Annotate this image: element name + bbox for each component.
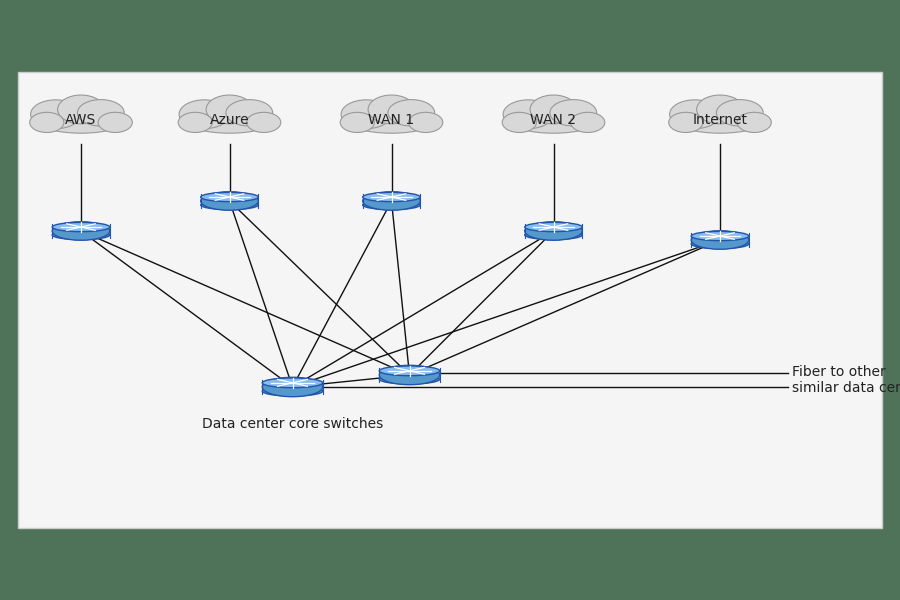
Ellipse shape [737,112,771,133]
Ellipse shape [502,112,536,133]
Ellipse shape [226,100,273,126]
Ellipse shape [691,232,749,241]
Ellipse shape [52,222,110,240]
Ellipse shape [340,112,374,133]
Ellipse shape [525,222,582,240]
Text: Internet: Internet [692,113,748,127]
Ellipse shape [530,95,577,124]
Ellipse shape [379,374,440,384]
Ellipse shape [379,365,440,385]
Ellipse shape [550,100,597,126]
Ellipse shape [262,386,323,396]
Ellipse shape [179,100,230,128]
Ellipse shape [368,95,415,124]
Ellipse shape [508,107,598,133]
Ellipse shape [52,230,110,239]
Ellipse shape [697,95,743,124]
Ellipse shape [503,100,554,128]
Ellipse shape [346,107,436,133]
Ellipse shape [669,112,703,133]
Text: Azure: Azure [210,113,249,127]
FancyBboxPatch shape [18,72,882,528]
Ellipse shape [30,112,64,133]
Ellipse shape [77,100,124,126]
Ellipse shape [363,193,420,202]
Ellipse shape [206,95,253,124]
Ellipse shape [691,231,749,249]
Ellipse shape [52,223,110,232]
Ellipse shape [201,193,258,202]
Ellipse shape [716,100,763,126]
Ellipse shape [670,100,720,128]
Ellipse shape [409,112,443,133]
Ellipse shape [571,112,605,133]
Ellipse shape [184,107,274,133]
Ellipse shape [36,107,126,133]
Ellipse shape [58,95,104,124]
Ellipse shape [691,239,749,248]
Ellipse shape [247,112,281,133]
Ellipse shape [341,100,392,128]
Ellipse shape [31,100,81,128]
Ellipse shape [201,200,258,209]
Ellipse shape [379,366,440,376]
Ellipse shape [262,377,323,397]
Ellipse shape [363,200,420,209]
Text: AWS: AWS [66,113,96,127]
Text: Fiber to other
similar data center: Fiber to other similar data center [792,365,900,395]
Ellipse shape [525,230,582,239]
Text: WAN 1: WAN 1 [368,113,415,127]
Ellipse shape [98,112,132,133]
Ellipse shape [262,378,323,388]
Text: WAN 2: WAN 2 [530,113,577,127]
Ellipse shape [363,192,420,210]
Text: Data center core switches: Data center core switches [202,417,383,431]
Ellipse shape [201,192,258,210]
Ellipse shape [178,112,212,133]
Ellipse shape [388,100,435,126]
Ellipse shape [525,223,582,232]
Ellipse shape [675,107,765,133]
